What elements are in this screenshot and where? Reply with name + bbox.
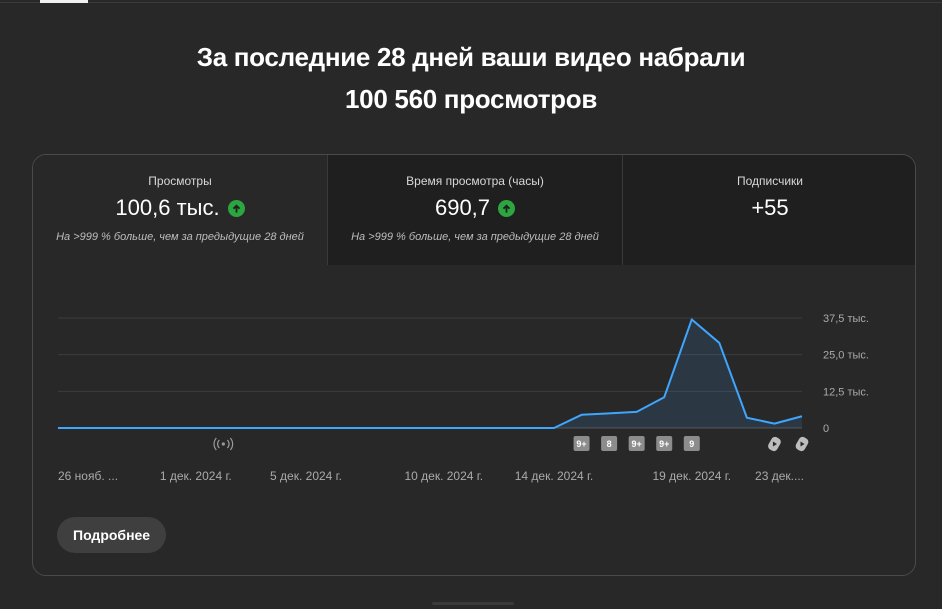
video-count-label: 8: [607, 439, 612, 449]
y-tick-label: 37,5 тыс.: [823, 313, 869, 325]
x-tick-label: 10 дек. 2024 г.: [404, 469, 483, 483]
data-point: [773, 423, 775, 425]
data-point: [140, 427, 142, 429]
data-point: [222, 427, 224, 429]
data-point: [195, 427, 197, 429]
metric-value: 690,7: [434, 195, 491, 220]
data-point: [553, 427, 555, 429]
video-count-badge: [628, 436, 645, 451]
headline-line-2: 100 560 просмотров: [345, 84, 597, 114]
x-tick-label: 5 дек. 2024 г.: [270, 469, 342, 483]
data-point: [57, 427, 59, 429]
metric-label: Время просмотра (часы): [406, 174, 544, 188]
shorts-icon: [768, 436, 781, 452]
data-point: [581, 414, 583, 416]
x-tick-label: 14 дек. 2024 г.: [515, 469, 594, 483]
data-point: [443, 427, 445, 429]
arrow-up-icon: [227, 199, 245, 217]
data-point: [167, 427, 169, 429]
x-tick-label: 23 дек....: [755, 469, 804, 483]
metric-note: На >999 % больше, чем за предыдущие 28 д…: [351, 231, 599, 243]
data-point: [333, 427, 335, 429]
data-point: [691, 318, 693, 320]
x-tick-label: 19 дек. 2024 г.: [652, 469, 731, 483]
views-chart: 37,5 тыс. 25,0 тыс. 12,5 тыс. 0 9+ 8 9+ 9+ 9 26 н…: [57, 313, 869, 483]
data-point: [85, 427, 87, 429]
video-count-label: 9: [689, 439, 694, 449]
metric-tab-views[interactable]: Просмотры 100,6 тыс. На >999 % больше, ч…: [33, 155, 328, 265]
metric-value: 100,6 тыс.: [115, 195, 220, 220]
x-tick-label: 1 дек. 2024 г.: [160, 469, 232, 483]
metric-value: +55: [751, 195, 789, 220]
data-point: [718, 342, 720, 344]
video-count-label: 9+: [632, 439, 642, 449]
data-point: [388, 427, 390, 429]
analytics-card: Просмотры 100,6 тыс. На >999 % больше, ч…: [32, 154, 916, 576]
bottom-scroll-indicator: [432, 602, 514, 605]
y-tick-label: 25,0 тыс.: [823, 350, 869, 362]
y-tick-label: 0: [823, 423, 829, 435]
metric-value-row: +55: [623, 195, 915, 221]
series-area: [58, 319, 802, 428]
active-tab-indicator: [40, 0, 88, 3]
metric-tab-watch-time[interactable]: Время просмотра (часы) 690,7 На >999 % б…: [328, 155, 623, 265]
video-count-label: 9+: [659, 439, 669, 449]
video-count-label: 9+: [576, 439, 586, 449]
series-line: [58, 318, 803, 429]
data-point: [608, 412, 610, 414]
shorts-icon: [795, 436, 809, 452]
video-count-badge: [573, 436, 590, 451]
live-stream-icon: [213, 437, 234, 451]
top-divider: [0, 2, 942, 3]
data-point: [470, 427, 472, 429]
metric-label: Просмотры: [148, 174, 212, 188]
data-point: [415, 427, 417, 429]
data-point: [636, 411, 638, 413]
metric-note: На >999 % больше, чем за предыдущие 28 д…: [56, 231, 304, 243]
video-count-badge: [683, 436, 700, 451]
data-point: [305, 427, 307, 429]
video-count-badge: [656, 436, 673, 451]
page-headline: За последние 28 дней ваши видео набрали …: [0, 36, 942, 120]
data-point: [112, 427, 114, 429]
data-point: [801, 415, 803, 417]
y-tick-label: 12,5 тыс.: [823, 386, 869, 398]
data-point: [663, 396, 665, 398]
metric-tab-subscribers[interactable]: Подписчики +55: [623, 155, 915, 265]
data-point: [525, 427, 527, 429]
metric-value-row: 100,6 тыс.: [33, 195, 327, 221]
metrics-row: Просмотры 100,6 тыс. На >999 % больше, ч…: [33, 155, 915, 265]
data-point: [498, 427, 500, 429]
headline-line-1: За последние 28 дней ваши видео набрали: [196, 42, 746, 72]
more-details-button[interactable]: Подробнее: [57, 517, 167, 553]
x-tick-label: 26 нояб. ...: [58, 469, 118, 483]
data-point: [360, 427, 362, 429]
metric-label: Подписчики: [736, 174, 803, 188]
data-point: [250, 427, 252, 429]
data-point: [277, 427, 279, 429]
video-count-badge: [601, 436, 618, 451]
data-point: [746, 417, 748, 419]
metric-value-row: 690,7: [328, 195, 622, 221]
arrow-up-icon: [498, 199, 516, 217]
